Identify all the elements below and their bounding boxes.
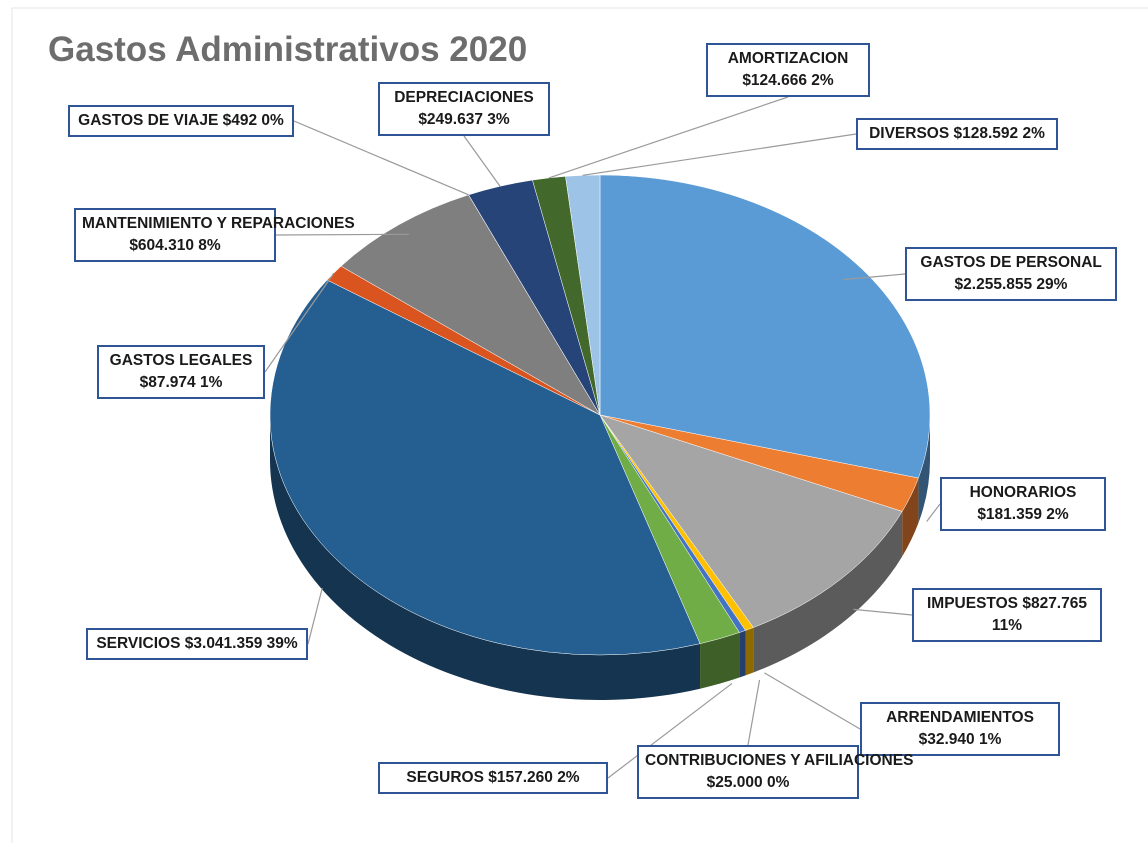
chart-title: Gastos Administrativos 2020: [48, 30, 528, 69]
label-value: $181.359: [977, 506, 1042, 523]
label-percent: 29%: [1036, 276, 1068, 293]
pie-side: [918, 415, 930, 524]
label-name: GASTOS DE PERSONAL: [920, 254, 1102, 271]
data-label: CONTRIBUCIONES Y AFILIACIONES $25.000 0%: [637, 745, 913, 799]
leader-line: [853, 608, 913, 616]
label-name: GASTOS DE VIAJE: [78, 112, 219, 129]
data-label: MANTENIMIENTO Y REPARACIONES $604.310 8%: [74, 208, 355, 262]
label-name: SERVICIOS: [96, 635, 181, 652]
pie-side: [902, 478, 919, 557]
leader-line: [275, 233, 409, 236]
pie-side: [753, 511, 903, 673]
label-value: $2.255.855: [954, 276, 1033, 293]
label-value: $157.260: [488, 769, 553, 786]
leader-line: [764, 672, 861, 730]
label-name: DEPRECIACIONES: [394, 89, 534, 106]
leader-line: [548, 96, 789, 179]
label-value: $128.592: [953, 125, 1019, 142]
label-percent: 8%: [198, 237, 221, 254]
label-value: $3.041.359: [184, 635, 263, 652]
label-value: $492: [222, 112, 258, 129]
data-label: HONORARIOS $181.359 2%: [940, 477, 1106, 531]
data-label: GASTOS DE VIAJE $492 0%: [68, 105, 294, 137]
leader-line: [607, 682, 733, 779]
pie-side: [700, 632, 740, 689]
label-percent: 1%: [199, 374, 223, 391]
label-name: SEGUROS: [406, 769, 484, 786]
data-label: ARRENDAMIENTOS $32.940 1%: [860, 702, 1060, 756]
leader-line: [582, 133, 857, 176]
leader-line: [463, 135, 501, 187]
leader-line: [293, 120, 469, 196]
label-percent: 2%: [557, 769, 580, 786]
label-percent: 2%: [811, 72, 834, 89]
leader-line: [926, 503, 941, 522]
data-label: GASTOS LEGALES $87.974 1%: [97, 345, 265, 399]
data-label: SEGUROS $157.260 2%: [378, 762, 608, 794]
data-label: DEPRECIACIONES $249.637 3%: [378, 82, 550, 136]
data-label: DIVERSOS $128.592 2%: [856, 118, 1058, 150]
label-value: $32.940: [918, 731, 975, 748]
label-name: IMPUESTOS: [927, 595, 1019, 612]
data-label: GASTOS DE PERSONAL $2.255.855 29%: [905, 247, 1117, 301]
label-percent: 2%: [1046, 506, 1069, 523]
label-percent: 0%: [261, 112, 284, 129]
leader-line: [264, 272, 335, 373]
pie-slice: [269, 279, 701, 656]
label-value: $827.765: [1022, 595, 1087, 612]
label-percent: 3%: [487, 111, 510, 128]
label-name: CONTRIBUCIONES Y AFILIACIONES: [645, 752, 914, 769]
data-label: SERVICIOS $3.041.359 39%: [86, 628, 308, 660]
leader-line: [747, 679, 761, 746]
pie-side: [745, 627, 754, 676]
pie-side: [739, 630, 746, 678]
label-name: HONORARIOS: [969, 484, 1077, 501]
label-value: $124.666: [742, 72, 807, 89]
label-name: GASTOS LEGALES: [109, 352, 253, 369]
label-value: $604.310: [129, 237, 194, 254]
pie-slice: [340, 194, 601, 416]
label-value: $87.974: [139, 374, 196, 391]
leader-line: [843, 273, 906, 281]
pie-slice: [599, 174, 931, 479]
label-percent: 0%: [766, 774, 790, 791]
label-name: DIVERSOS: [869, 125, 950, 142]
label-percent: 11%: [991, 617, 1023, 634]
label-value: $249.637: [418, 111, 483, 128]
label-value: $25.000: [706, 774, 763, 791]
label-name: AMORTIZACION: [727, 50, 849, 67]
pie-slice: [565, 174, 601, 416]
pie-slice: [599, 414, 903, 628]
label-percent: 39%: [266, 635, 298, 652]
label-percent: 2%: [1022, 125, 1045, 142]
label-name: MANTENIMIENTO Y REPARACIONES: [82, 215, 355, 232]
leader-line: [307, 588, 323, 645]
label-percent: 1%: [978, 731, 1002, 748]
pie-side: [269, 415, 701, 700]
label-name: ARRENDAMIENTOS: [886, 709, 1034, 726]
data-label: AMORTIZACION $124.666 2%: [706, 43, 870, 97]
data-label: IMPUESTOS $827.765 11%: [912, 588, 1102, 642]
